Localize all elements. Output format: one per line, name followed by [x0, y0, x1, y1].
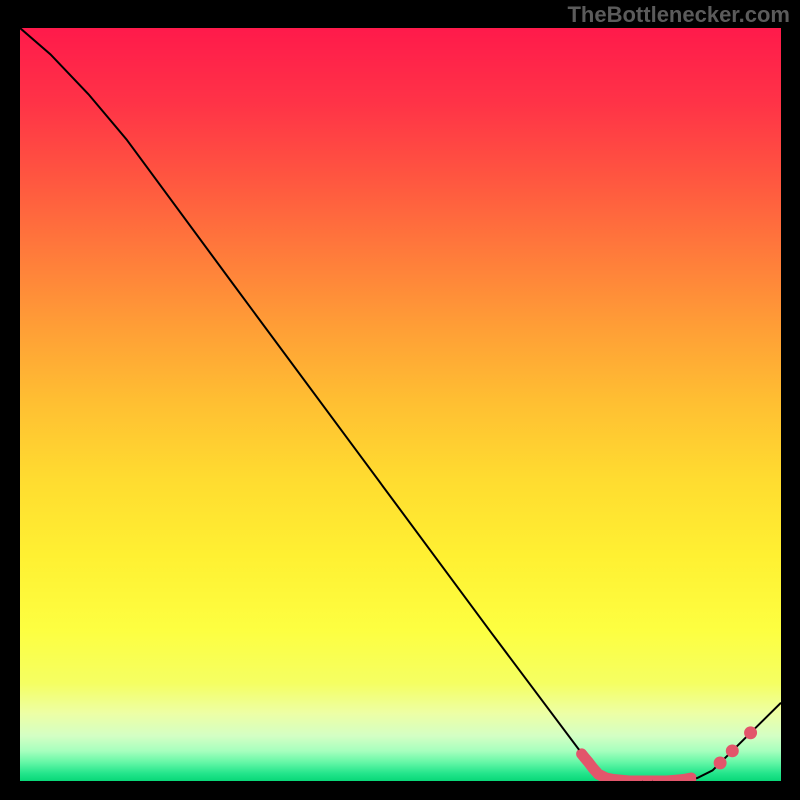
- marker-dot: [714, 756, 727, 769]
- plot-area: [20, 28, 781, 781]
- marker-dot: [726, 744, 739, 757]
- watermark-text: TheBottlenecker.com: [567, 2, 790, 28]
- gradient-bg: [20, 28, 781, 781]
- plot-svg: [20, 28, 781, 781]
- chart-frame: TheBottlenecker.com: [0, 0, 800, 800]
- marker-dot: [744, 726, 757, 739]
